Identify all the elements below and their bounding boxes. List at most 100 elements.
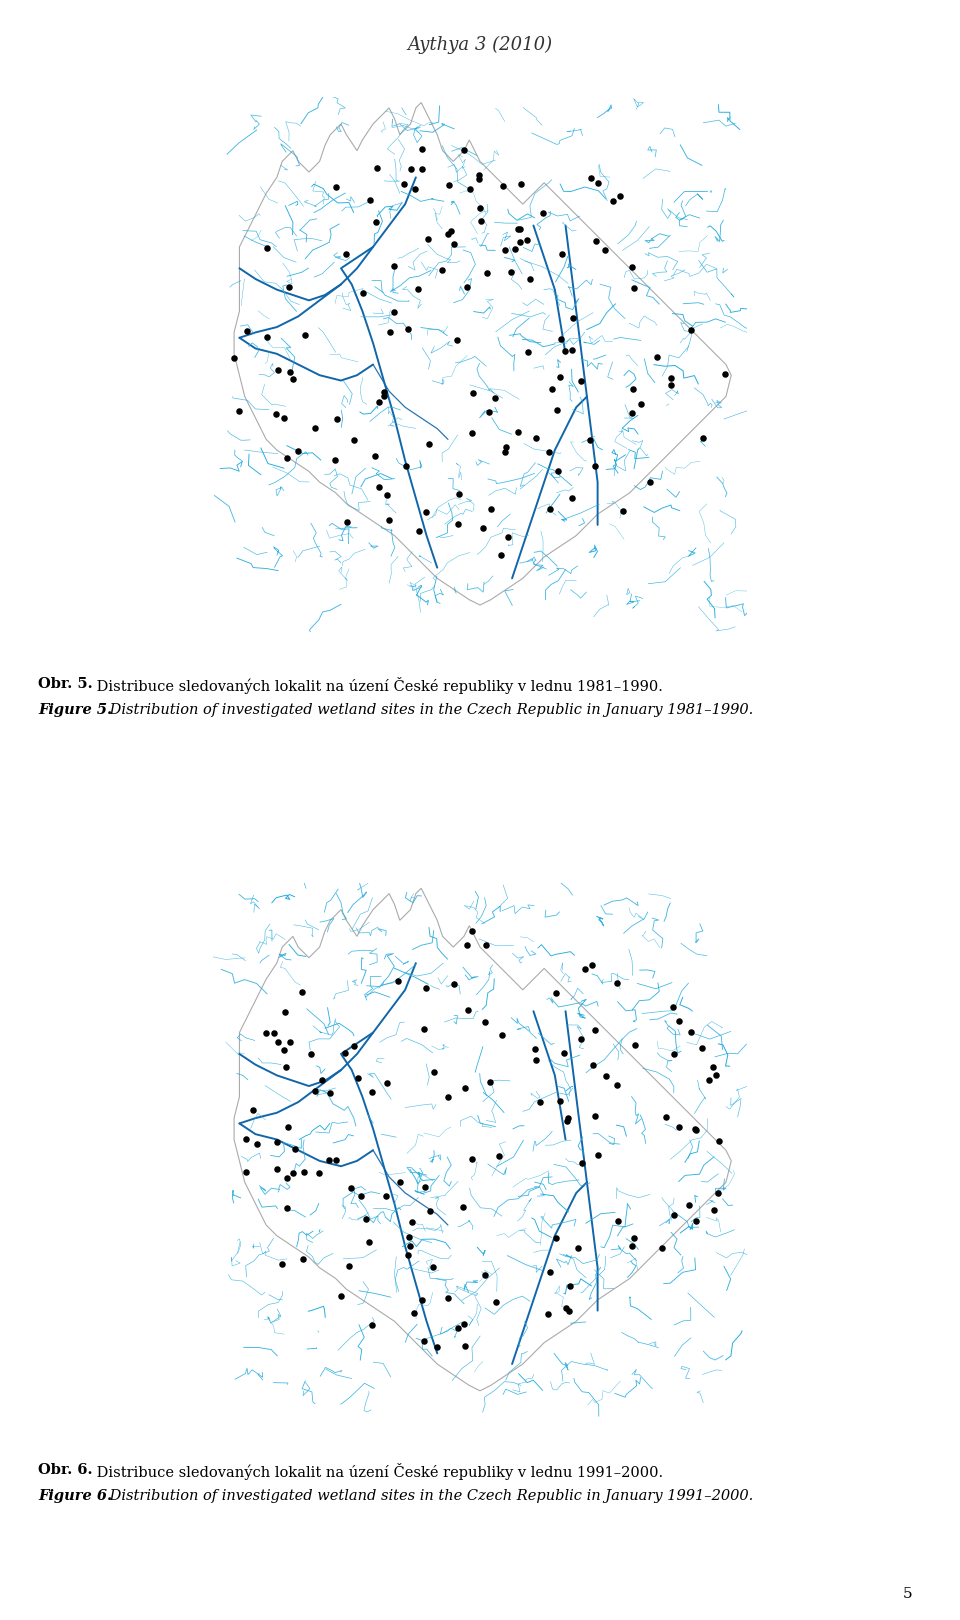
- Point: [441, 172, 456, 198]
- Point: [282, 1029, 298, 1055]
- Point: [303, 1042, 319, 1068]
- Point: [552, 1089, 567, 1115]
- Point: [383, 319, 398, 345]
- Point: [347, 426, 362, 452]
- Point: [570, 1234, 586, 1260]
- Point: [422, 1197, 438, 1223]
- Point: [634, 390, 649, 416]
- Point: [666, 995, 682, 1021]
- Point: [386, 253, 401, 279]
- Point: [535, 199, 550, 225]
- Point: [562, 1298, 577, 1324]
- Point: [378, 1184, 394, 1210]
- Point: [666, 1202, 682, 1228]
- Point: [655, 1234, 670, 1260]
- Text: Obr. 6.: Obr. 6.: [38, 1463, 93, 1477]
- Point: [497, 439, 513, 465]
- Point: [365, 1079, 380, 1105]
- Point: [707, 1197, 722, 1223]
- Point: [466, 381, 481, 407]
- Point: [573, 1025, 588, 1051]
- Point: [461, 998, 476, 1024]
- Point: [548, 1225, 564, 1251]
- Point: [520, 339, 536, 364]
- Point: [307, 1079, 323, 1105]
- Point: [400, 316, 416, 342]
- Point: [285, 366, 300, 392]
- Point: [279, 1196, 295, 1221]
- Point: [711, 1128, 727, 1153]
- Point: [279, 1165, 295, 1191]
- Point: [492, 1142, 507, 1168]
- Point: [295, 978, 310, 1004]
- Point: [628, 1032, 643, 1058]
- Point: [590, 170, 606, 196]
- Point: [519, 227, 535, 253]
- Point: [550, 458, 565, 484]
- Point: [671, 1008, 686, 1034]
- Point: [337, 1040, 352, 1066]
- Point: [459, 931, 474, 957]
- Polygon shape: [234, 888, 732, 1390]
- Point: [446, 232, 462, 258]
- Text: Distribution of investigated wetland sites in the Czech Republic in January 1981: Distribution of investigated wetland sit…: [106, 703, 754, 718]
- Point: [612, 183, 628, 209]
- Point: [372, 475, 387, 501]
- Point: [611, 1209, 626, 1234]
- Point: [245, 1097, 260, 1123]
- Point: [588, 1103, 603, 1129]
- Point: [457, 1311, 472, 1336]
- Point: [295, 1246, 310, 1272]
- Point: [573, 368, 588, 394]
- Point: [584, 165, 599, 191]
- Point: [560, 1108, 575, 1134]
- Point: [717, 361, 732, 387]
- Text: 5: 5: [902, 1586, 912, 1601]
- Point: [440, 222, 455, 248]
- Point: [370, 156, 385, 181]
- Point: [552, 364, 567, 390]
- Point: [338, 241, 353, 267]
- Point: [327, 447, 343, 473]
- Point: [277, 1000, 293, 1025]
- Point: [440, 1084, 455, 1110]
- Point: [450, 510, 466, 536]
- Point: [416, 1328, 431, 1354]
- Point: [588, 228, 604, 254]
- Point: [705, 1055, 720, 1081]
- Point: [688, 1116, 704, 1142]
- Point: [421, 431, 437, 457]
- Point: [564, 337, 580, 363]
- Point: [605, 188, 620, 214]
- Point: [458, 1333, 473, 1359]
- Point: [561, 1105, 576, 1131]
- Point: [227, 345, 242, 371]
- Text: Distribution of investigated wetland sites in the Czech Republic in January 1991: Distribution of investigated wetland sit…: [106, 1489, 754, 1503]
- Point: [391, 969, 406, 995]
- Point: [419, 499, 434, 525]
- Point: [411, 275, 426, 301]
- Point: [341, 1252, 356, 1278]
- Point: [411, 518, 426, 544]
- Point: [542, 496, 558, 522]
- Point: [322, 1147, 337, 1173]
- Point: [340, 509, 355, 535]
- Point: [403, 156, 419, 181]
- Point: [323, 1081, 338, 1106]
- Point: [626, 1225, 641, 1251]
- Point: [503, 259, 518, 285]
- Point: [598, 1063, 613, 1089]
- Point: [333, 1283, 348, 1309]
- Point: [376, 382, 392, 408]
- Point: [481, 399, 496, 424]
- Point: [583, 428, 598, 454]
- Point: [626, 376, 641, 402]
- Point: [475, 515, 491, 541]
- Point: [508, 237, 523, 262]
- Point: [625, 1233, 640, 1259]
- Text: Distribuce sledovaných lokalit na úzení České republiky v lednu 1981–1990.: Distribuce sledovaných lokalit na úzení …: [91, 677, 662, 693]
- Point: [379, 483, 395, 509]
- Point: [528, 1047, 543, 1072]
- Point: [597, 237, 612, 262]
- Text: Aythya 3 (2010): Aythya 3 (2010): [407, 36, 553, 53]
